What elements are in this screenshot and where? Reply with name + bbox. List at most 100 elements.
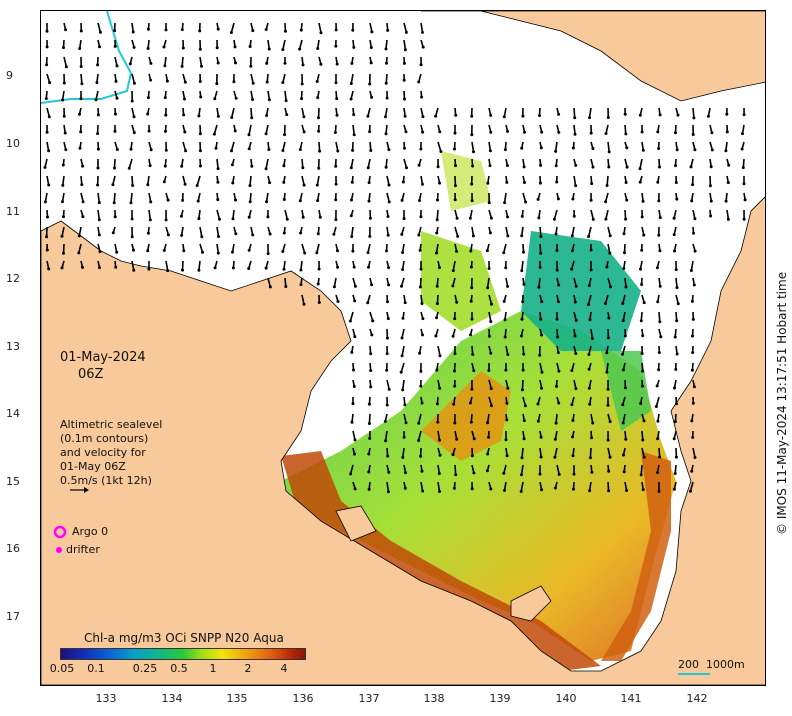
- velocity-vector-head: [504, 368, 508, 372]
- velocity-vector-head: [402, 78, 406, 82]
- velocity-vector: [131, 175, 134, 186]
- velocity-vector: [554, 141, 558, 152]
- velocity-vector-head: [538, 353, 542, 357]
- velocity-vector-head: [604, 200, 608, 204]
- velocity-vector: [181, 260, 184, 271]
- map-canvas[interactable]: [41, 11, 765, 685]
- velocity-vector-head: [421, 30, 424, 34]
- velocity-vector-head: [217, 235, 220, 238]
- velocity-vector-head: [605, 184, 609, 187]
- velocity-vector-head: [230, 163, 234, 167]
- velocity-vector-head: [489, 130, 493, 134]
- velocity-vector-head: [387, 387, 391, 391]
- velocity-vector-head: [438, 266, 441, 270]
- velocity-vector-head: [570, 249, 574, 253]
- velocity-vector-head: [589, 131, 593, 135]
- velocity-vector-head: [655, 384, 659, 388]
- velocity-vector-head: [98, 250, 102, 254]
- velocity-vector-head: [505, 164, 509, 167]
- velocity-vector-head: [436, 420, 440, 424]
- velocity-vector-head: [489, 487, 493, 491]
- velocity-vector-head: [455, 437, 459, 441]
- velocity-vector-head: [589, 198, 593, 202]
- velocity-vector: [216, 158, 219, 169]
- velocity-vector-head: [183, 80, 187, 84]
- velocity-vector-head: [470, 286, 474, 290]
- velocity-vector: [606, 362, 609, 373]
- velocity-vector-head: [417, 80, 421, 84]
- velocity-vector-head: [472, 471, 476, 475]
- velocity-vector-head: [61, 200, 64, 204]
- velocity-vector-head: [352, 385, 356, 388]
- velocity-vector-head: [283, 133, 287, 137]
- velocity-vector-head: [470, 133, 474, 137]
- velocity-vector-head: [453, 184, 457, 188]
- velocity-vector-head: [247, 133, 251, 137]
- velocity-vector-head: [689, 489, 692, 493]
- velocity-vector-head: [315, 183, 319, 187]
- velocity-vector-head: [81, 215, 85, 219]
- velocity-vector-head: [472, 369, 476, 373]
- velocity-vector-head: [624, 217, 628, 221]
- velocity-vector-head: [284, 285, 288, 288]
- velocity-vector-head: [113, 112, 117, 116]
- velocity-vector-head: [115, 250, 119, 254]
- velocity-vector-head: [640, 215, 644, 219]
- velocity-vector: [624, 209, 627, 220]
- velocity-vector-head: [334, 81, 338, 85]
- velocity-vector-head: [299, 283, 303, 287]
- velocity-vector-head: [62, 46, 65, 50]
- velocity-vector-head: [234, 198, 237, 202]
- velocity-vector: [692, 107, 695, 118]
- velocity-vector: [435, 243, 439, 254]
- velocity-vector: [436, 209, 439, 220]
- velocity-vector-head: [417, 439, 421, 442]
- velocity-vector-head: [64, 28, 68, 32]
- velocity-vector: [589, 447, 592, 458]
- velocity-vector-head: [725, 130, 729, 134]
- velocity-vector-head: [672, 216, 676, 220]
- velocity-vector-head: [607, 150, 611, 154]
- velocity-vector-head: [113, 215, 117, 219]
- map-frame[interactable]: [40, 10, 766, 686]
- velocity-vector-head: [400, 232, 404, 236]
- velocity-vector-head: [503, 335, 507, 339]
- velocity-vector-head: [163, 164, 167, 168]
- velocity-vector-head: [537, 285, 541, 289]
- velocity-vector-head: [349, 166, 353, 170]
- velocity-vector-head: [674, 181, 678, 184]
- velocity-vector-head: [708, 184, 712, 188]
- velocity-vector-head: [657, 351, 661, 354]
- velocity-vector-head: [111, 231, 115, 235]
- velocity-vector-head: [146, 96, 150, 100]
- velocity-vector-head: [608, 251, 612, 255]
- velocity-vector-head: [556, 197, 560, 201]
- velocity-vector-head: [250, 164, 254, 168]
- velocity-vector-head: [657, 233, 661, 237]
- velocity-vector-head: [215, 46, 219, 50]
- velocity-vector: [148, 192, 152, 203]
- velocity-vector-head: [421, 45, 425, 49]
- velocity-vector-head: [639, 319, 643, 323]
- velocity-vector-head: [181, 198, 185, 202]
- velocity-vector-head: [456, 234, 460, 238]
- velocity-vector-head: [64, 65, 68, 69]
- velocity-vector-head: [622, 470, 626, 474]
- velocity-vector-head: [115, 96, 119, 100]
- velocity-vector-head: [179, 214, 183, 218]
- velocity-vector-head: [419, 147, 423, 151]
- velocity-vector-head: [574, 387, 578, 391]
- velocity-vector-head: [621, 368, 625, 372]
- velocity-vector: [539, 447, 542, 458]
- velocity-vector-head: [132, 131, 136, 135]
- velocity-vector-head: [435, 316, 438, 320]
- velocity-vector-head: [520, 473, 523, 477]
- velocity-vector-head: [81, 200, 85, 204]
- velocity-vector-head: [706, 114, 710, 118]
- velocity-vector-head: [556, 351, 560, 354]
- velocity-vector-head: [656, 300, 660, 304]
- velocity-vector-head: [369, 385, 373, 389]
- velocity-vector-head: [94, 98, 98, 102]
- velocity-vector-head: [623, 251, 626, 255]
- velocity-vector: [692, 447, 696, 458]
